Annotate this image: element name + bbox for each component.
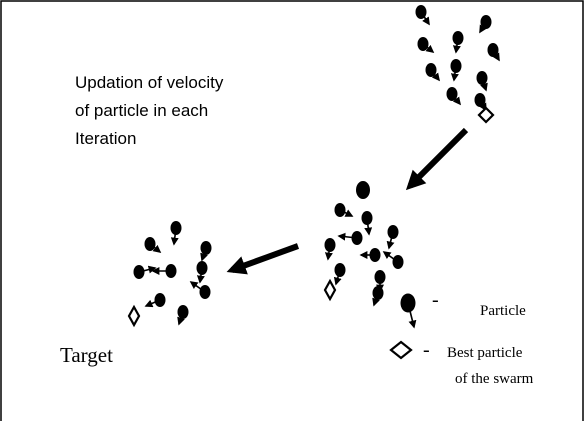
caption-line: Iteration xyxy=(75,129,136,148)
swarm-arrow xyxy=(226,243,300,275)
velocity-arrow xyxy=(372,292,380,307)
velocity-arrow xyxy=(480,77,488,92)
best-particle xyxy=(323,278,337,302)
best-particle xyxy=(477,106,495,124)
velocity-arrow xyxy=(407,302,417,329)
velocity-arrow xyxy=(422,43,435,53)
legend-dash: - xyxy=(423,339,430,361)
velocity-arrow xyxy=(420,11,430,26)
velocity-arrow xyxy=(452,37,461,54)
best-particle xyxy=(127,304,141,328)
legend-dash: - xyxy=(432,289,439,311)
velocity-arrow xyxy=(451,93,461,106)
velocity-arrow xyxy=(430,69,440,82)
velocity-arrow xyxy=(337,232,358,241)
velocity-arrow xyxy=(144,299,161,308)
velocity-arrow xyxy=(492,49,500,62)
velocity-arrow xyxy=(364,217,373,236)
velocity-arrow xyxy=(189,281,206,293)
velocity-arrow xyxy=(333,269,342,286)
legend-label: of the swarm xyxy=(455,371,534,387)
velocity-arrow xyxy=(177,311,185,326)
velocity-arrow xyxy=(196,267,205,284)
velocity-arrow xyxy=(386,231,395,250)
velocity-arrow xyxy=(149,243,162,253)
velocity-arrow xyxy=(382,251,399,263)
legend-label: Best particle xyxy=(447,345,523,361)
velocity-arrow xyxy=(339,209,354,217)
velocity-arrow xyxy=(450,65,459,82)
velocity-arrow xyxy=(170,227,179,246)
caption-line: of particle in each xyxy=(75,101,208,120)
target-label: Target xyxy=(60,343,113,367)
velocity-arrow xyxy=(200,247,208,262)
particle xyxy=(356,181,370,199)
velocity-arrow xyxy=(479,21,487,34)
caption-line: Updation of velocity xyxy=(75,73,224,92)
swarm-arrow xyxy=(405,127,469,191)
best-particle xyxy=(389,340,413,360)
velocity-arrow xyxy=(324,244,333,261)
legend-label: Particle xyxy=(480,303,526,319)
